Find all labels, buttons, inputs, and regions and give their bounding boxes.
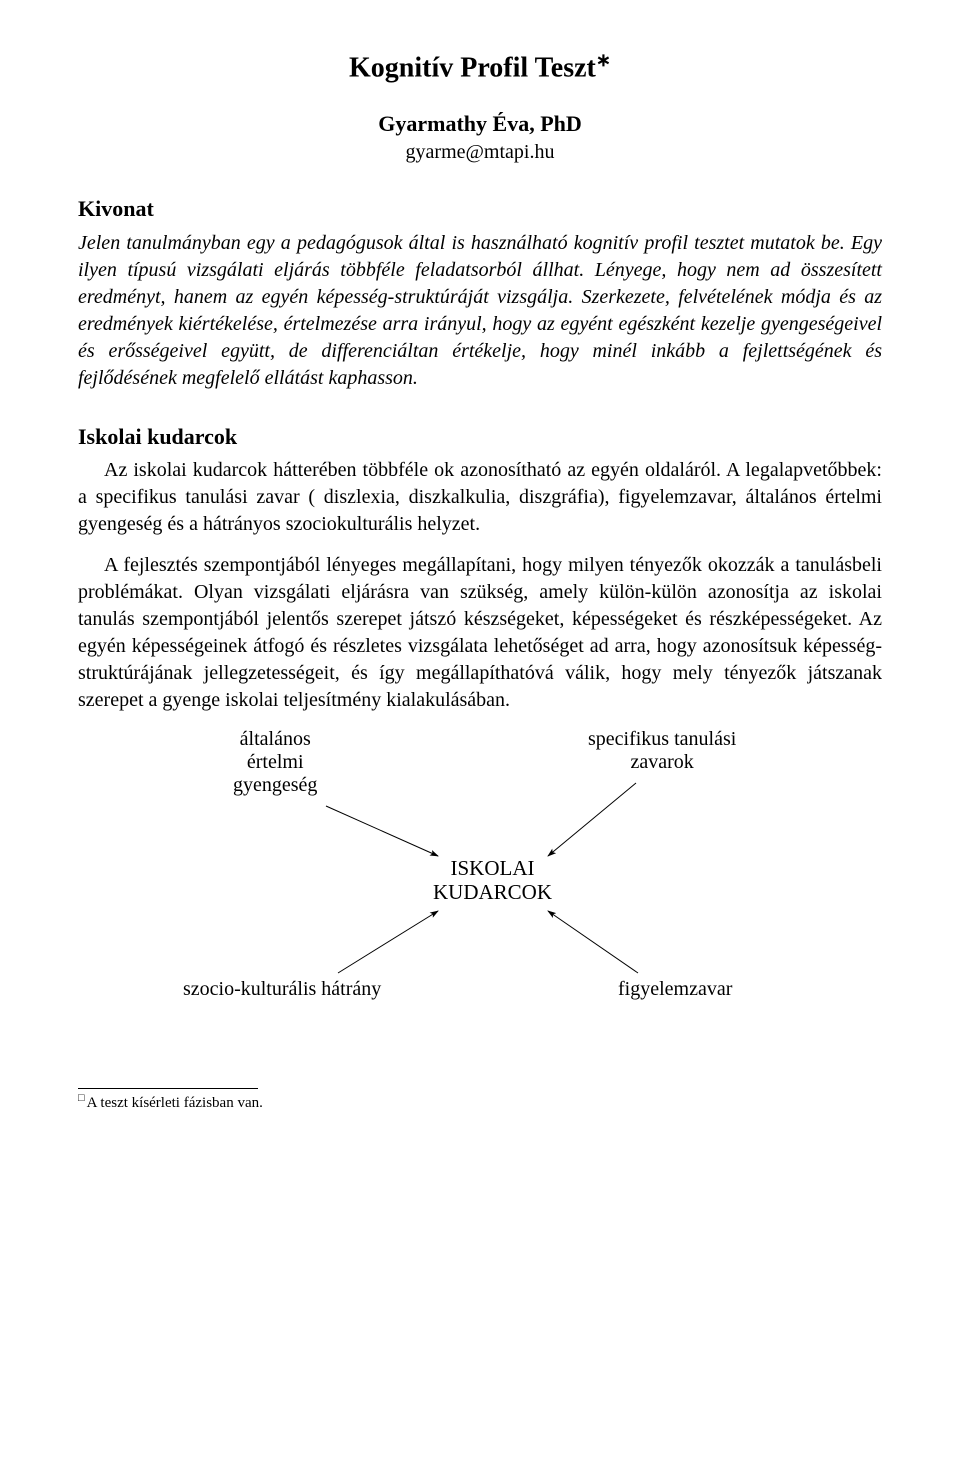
diagram-node-bottom-right: figyelemzavar <box>618 978 732 1001</box>
footnote: □A teszt kísérleti fázisban van. <box>78 1091 882 1113</box>
causes-diagram: általános értelmi gyengeség specifikus t… <box>78 728 882 1028</box>
title-text: Kognitív Profil Teszt <box>349 52 596 83</box>
diagram-center-text: ISKOLAI <box>451 856 535 880</box>
diagram-center-text: KUDARCOK <box>433 880 552 904</box>
section-heading: Iskolai kudarcok <box>78 422 882 452</box>
footnote-text: A teszt kísérleti fázisban van. <box>87 1095 263 1111</box>
diagram-node-text: szocio-kulturális hátrány <box>183 978 381 1000</box>
section-paragraph: Az iskolai kudarcok hátterében többféle … <box>78 457 882 538</box>
abstract-heading: Kivonat <box>78 194 882 224</box>
abstract-body: Jelen tanulmányban egy a pedagógusok ált… <box>78 230 882 392</box>
diagram-node-text: általános <box>240 728 311 750</box>
diagram-node-text: figyelemzavar <box>618 978 732 1000</box>
diagram-node-text: zavarok <box>631 751 694 773</box>
footnote-mark: □ <box>78 1092 85 1104</box>
title-footnote-mark: ∗ <box>596 50 611 70</box>
diagram-node-text: gyengeség <box>233 774 317 796</box>
diagram-node-bottom-left: szocio-kulturális hátrány <box>183 978 381 1001</box>
diagram-center-node: ISKOLAI KUDARCOK <box>433 856 552 904</box>
diagram-node-top-left: általános értelmi gyengeség <box>233 728 317 797</box>
footnote-rule <box>78 1088 258 1089</box>
author-email: gyarme@mtapi.hu <box>78 139 882 166</box>
diagram-node-text: specifikus tanulási <box>588 728 736 750</box>
author-block: Gyarmathy Éva, PhD gyarme@mtapi.hu <box>78 109 882 166</box>
diagram-node-text: értelmi <box>247 751 304 773</box>
document-title: Kognitív Profil Teszt∗ <box>78 48 882 87</box>
author-name: Gyarmathy Éva, PhD <box>78 109 882 139</box>
section-paragraph: A fejlesztés szempontjából lényeges megá… <box>78 552 882 714</box>
diagram-node-top-right: specifikus tanulási zavarok <box>588 728 736 774</box>
